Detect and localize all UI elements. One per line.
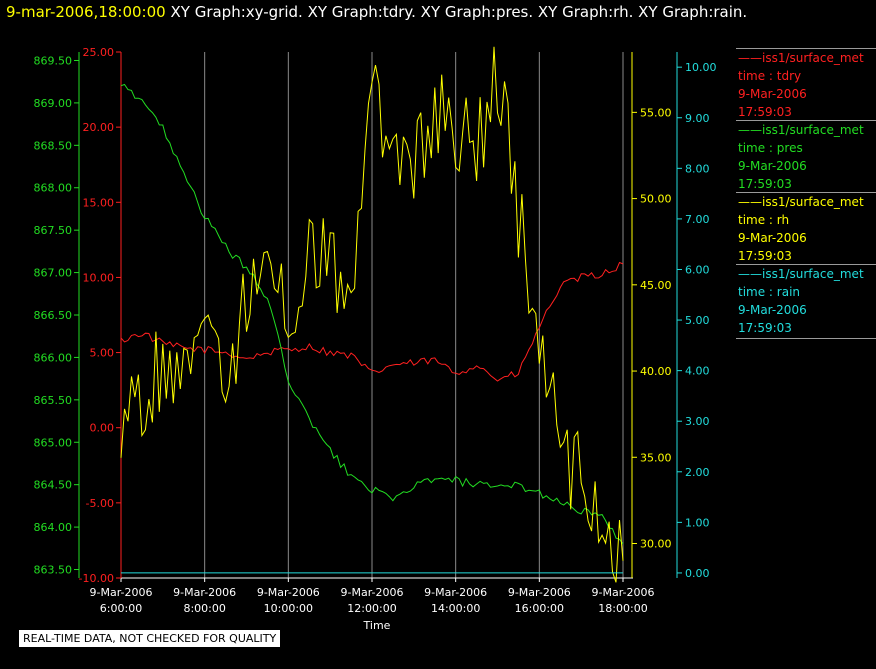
- legend-date: 9-Mar-2006: [738, 303, 807, 317]
- header-titles: XY Graph:xy-grid. XY Graph:tdry. XY Grap…: [170, 3, 748, 21]
- tdry-tick-label: 20.00: [83, 121, 115, 134]
- tdry-tick-label: 5.00: [90, 347, 115, 360]
- rh-tick-label: 35.00: [640, 451, 672, 464]
- pres-tick-label: 863.50: [34, 564, 73, 577]
- pres-tick-label: 868.00: [34, 182, 73, 195]
- legend-field: time : rh: [738, 213, 790, 227]
- legend-time: 17:59:03: [738, 105, 792, 119]
- legend-separator: [736, 48, 876, 49]
- pres-tick-label: 869.50: [34, 54, 73, 67]
- x-tick-label-time: 16:00:00: [515, 602, 564, 615]
- rain-tick-label: 10.00: [685, 61, 717, 74]
- tdry-tick-label: 15.00: [83, 196, 115, 209]
- rain-tick-label: 8.00: [685, 162, 710, 175]
- legend-source: ——iss1/surface_met: [738, 123, 864, 137]
- legend-source: ——iss1/surface_met: [738, 195, 864, 209]
- legend-separator: [736, 264, 876, 265]
- x-tick-label-date: 9-Mar-2006: [424, 586, 487, 599]
- rh-tick-label: 30.00: [640, 538, 672, 551]
- pres-tick-label: 869.00: [34, 97, 73, 110]
- legend-date: 9-Mar-2006: [738, 231, 807, 245]
- rain-tick-label: 9.00: [685, 112, 710, 125]
- pres-tick-label: 864.50: [34, 479, 73, 492]
- tdry-tick-label: -5.00: [86, 497, 114, 510]
- rain-tick-label: 4.00: [685, 365, 710, 378]
- x-tick-label-date: 9-Mar-2006: [90, 586, 153, 599]
- legend-separator: [736, 120, 876, 121]
- x-axis-title: Time: [363, 619, 391, 632]
- x-tick-label-time: 18:00:00: [598, 602, 647, 615]
- legend-time: 17:59:03: [738, 249, 792, 263]
- pres-tick-label: 866.00: [34, 351, 73, 364]
- legend-separator: [736, 338, 876, 339]
- rh-tick-label: 40.00: [640, 365, 672, 378]
- header-datetime: 9-mar-2006,18:00:00: [6, 3, 166, 21]
- rain-tick-label: 7.00: [685, 213, 710, 226]
- tdry-tick-label: -10.00: [79, 572, 114, 585]
- rain-tick-label: 1.00: [685, 516, 710, 529]
- pres-series-line: [120, 83, 624, 545]
- rain-tick-label: 3.00: [685, 415, 710, 428]
- rain-tick-label: 5.00: [685, 314, 710, 327]
- legend-separator: [736, 192, 876, 193]
- tdry-tick-label: 25.00: [83, 46, 115, 59]
- header: 9-mar-2006,18:00:00 XY Graph:xy-grid. XY…: [6, 3, 747, 21]
- rain-tick-label: 2.00: [685, 466, 710, 479]
- x-tick-label-date: 9-Mar-2006: [341, 586, 404, 599]
- quality-note: REAL-TIME DATA, NOT CHECKED FOR QUALITY: [19, 630, 281, 647]
- x-tick-label-time: 10:00:00: [264, 602, 313, 615]
- pres-tick-label: 865.00: [34, 436, 73, 449]
- pres-tick-label: 865.50: [34, 394, 73, 407]
- legend-end: [736, 338, 876, 339]
- legend-time: 17:59:03: [738, 321, 792, 335]
- rh-tick-label: 45.00: [640, 279, 672, 292]
- x-tick-label-date: 9-Mar-2006: [257, 586, 320, 599]
- x-tick-label-date: 9-Mar-2006: [173, 586, 236, 599]
- tdry-series-line: [120, 261, 624, 382]
- pres-tick-label: 867.00: [34, 267, 73, 280]
- x-tick-label-time: 14:00:00: [431, 602, 480, 615]
- rh-tick-label: 55.00: [640, 106, 672, 119]
- rh-series-line: [120, 46, 624, 583]
- legend-source: ——iss1/surface_met: [738, 267, 864, 281]
- x-tick-label-time: 6:00:00: [100, 602, 142, 615]
- legend-field: time : tdry: [738, 69, 802, 83]
- x-tick-label-time: 12:00:00: [347, 602, 396, 615]
- legend-date: 9-Mar-2006: [738, 87, 807, 101]
- pres-tick-label: 867.50: [34, 224, 73, 237]
- legend-date: 9-Mar-2006: [738, 159, 807, 173]
- legend-time: 17:59:03: [738, 177, 792, 191]
- rain-tick-label: 0.00: [685, 567, 710, 580]
- tdry-tick-label: 10.00: [83, 271, 115, 284]
- tdry-tick-label: 0.00: [90, 422, 115, 435]
- x-tick-label-date: 9-Mar-2006: [508, 586, 571, 599]
- x-tick-label-date: 9-Mar-2006: [592, 586, 655, 599]
- x-tick-label-time: 8:00:00: [183, 602, 225, 615]
- pres-tick-label: 866.50: [34, 309, 73, 322]
- rain-tick-label: 6.00: [685, 263, 710, 276]
- legend-source: ——iss1/surface_met: [738, 51, 864, 65]
- rh-tick-label: 50.00: [640, 193, 672, 206]
- pres-tick-label: 868.50: [34, 139, 73, 152]
- pres-tick-label: 864.00: [34, 521, 73, 534]
- legend-field: time : pres: [738, 141, 803, 155]
- legend-field: time : rain: [738, 285, 801, 299]
